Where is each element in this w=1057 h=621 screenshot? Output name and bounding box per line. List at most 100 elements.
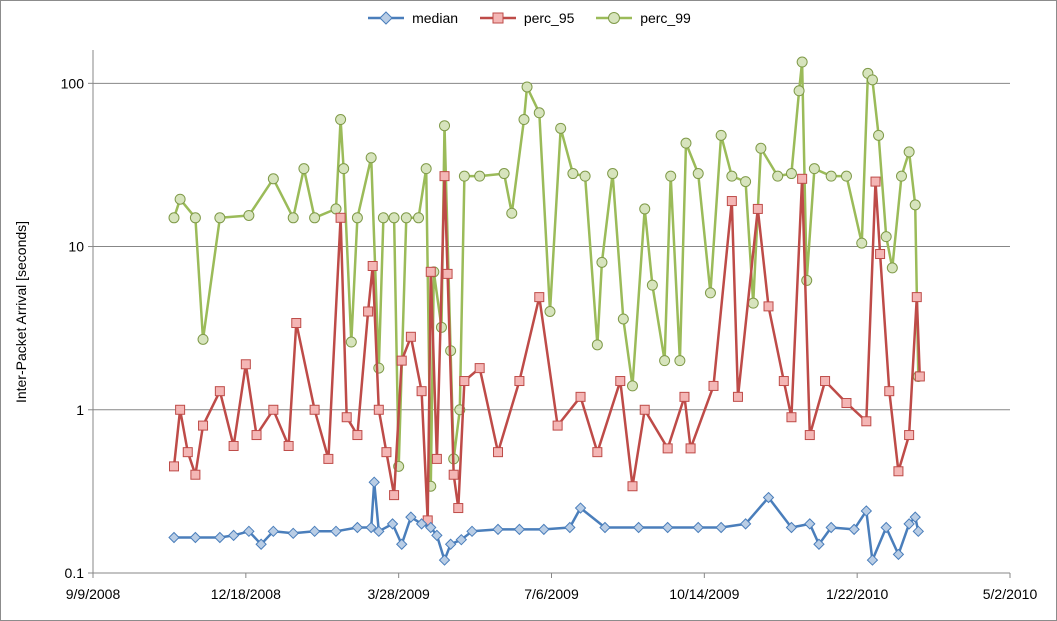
legend-symbol-perc-95: [479, 12, 516, 24]
legend-symbol-median: [368, 11, 405, 25]
data-point-perc-95: [662, 443, 673, 454]
data-point-perc-95: [373, 404, 384, 415]
data-point-perc-99: [665, 170, 677, 182]
y-tick-label: 1: [76, 402, 84, 418]
data-point-median: [715, 521, 727, 534]
data-point-perc-95: [190, 469, 201, 480]
data-point-median: [492, 523, 504, 536]
data-point-median: [287, 527, 299, 540]
data-point-perc-95: [575, 391, 586, 402]
data-point-perc-99: [793, 85, 805, 97]
data-point-perc-95: [752, 203, 763, 214]
data-point-perc-99: [309, 212, 321, 224]
data-point-median: [909, 511, 921, 523]
data-point-median: [762, 491, 775, 504]
data-point-perc-99: [627, 380, 639, 392]
data-point-perc-99: [338, 163, 350, 175]
data-point-median: [330, 525, 342, 538]
data-point-perc-99: [506, 207, 518, 219]
x-tick-label: 3/28/2009: [368, 586, 430, 602]
data-point-perc-95: [442, 268, 453, 279]
data-point-median: [351, 521, 364, 534]
data-point-median: [892, 548, 905, 561]
data-point-perc-95: [786, 412, 797, 423]
data-point-perc-99: [351, 212, 363, 224]
data-point-perc-95: [389, 490, 400, 501]
data-point-perc-95: [861, 416, 872, 427]
data-point-perc-95: [459, 376, 470, 387]
data-point-perc-99: [903, 146, 915, 158]
data-point-perc-99: [840, 170, 852, 182]
data-point-perc-99: [895, 170, 907, 182]
data-point-perc-99: [243, 209, 255, 221]
data-point-median: [599, 521, 611, 534]
data-point-perc-99: [909, 199, 921, 211]
data-point-perc-95: [474, 363, 485, 374]
data-point-median: [168, 531, 180, 544]
legend-item-perc-95: perc_95: [478, 9, 574, 26]
legend: median perc_95 perc_99: [0, 8, 1057, 26]
data-point-perc-99: [377, 212, 389, 224]
data-point-median: [466, 525, 478, 538]
data-point-perc-99: [335, 114, 347, 126]
data-point-perc-99: [591, 339, 603, 351]
data-point-perc-95: [592, 447, 603, 458]
data-point-median: [405, 511, 417, 523]
y-tick-label: 100: [61, 75, 85, 91]
legend-label-perc-95: perc_95: [523, 9, 575, 26]
data-point-perc-95: [911, 292, 922, 303]
legend-item-median: median: [366, 9, 458, 26]
data-point-perc-99: [596, 256, 608, 268]
data-point-perc-99: [197, 333, 209, 345]
data-point-perc-99: [856, 237, 868, 249]
data-point-perc-95: [291, 318, 302, 329]
data-point-perc-95: [514, 376, 525, 387]
series-line-perc-95: [172, 174, 922, 522]
data-point-perc-99: [639, 203, 651, 215]
data-point-perc-99: [808, 163, 820, 175]
data-point-perc-95: [405, 331, 416, 342]
data-point-median: [243, 525, 255, 538]
data-point-perc-95: [627, 481, 638, 492]
data-point-perc-99: [365, 152, 377, 164]
data-point-perc-95: [884, 386, 895, 397]
data-point-median: [912, 525, 925, 538]
data-point-perc-95: [268, 404, 279, 415]
data-point-perc-95: [175, 404, 186, 415]
data-point-perc-95: [335, 212, 346, 223]
data-point-perc-99: [518, 114, 530, 126]
data-point-median: [214, 531, 226, 544]
data-point-perc-95: [448, 469, 459, 480]
data-point-median: [880, 521, 892, 534]
data-point-median: [455, 533, 468, 546]
data-point-perc-95: [797, 173, 808, 184]
data-point-perc-99: [617, 313, 629, 325]
data-point-perc-99: [388, 212, 400, 224]
data-point-perc-95: [198, 420, 209, 431]
data-point-median: [425, 521, 437, 534]
data-point-perc-95: [914, 371, 925, 382]
data-point-perc-95: [425, 266, 436, 277]
x-tick-label: 12/18/2008: [211, 586, 281, 602]
data-point-median: [431, 529, 443, 542]
data-point-median: [903, 518, 915, 530]
data-point-median: [308, 525, 321, 538]
data-point-perc-99: [646, 279, 658, 291]
data-point-median: [227, 529, 240, 542]
data-point-perc-99: [544, 306, 556, 317]
data-point-perc-99: [825, 170, 837, 182]
data-point-perc-99: [400, 212, 412, 224]
data-point-perc-95: [708, 380, 719, 391]
data-point-perc-99: [458, 170, 470, 182]
data-point-perc-99: [168, 212, 180, 224]
data-point-perc-95: [726, 196, 737, 207]
data-point-perc-99: [659, 355, 671, 367]
data-point-perc-95: [309, 404, 320, 415]
data-point-perc-99: [345, 336, 357, 348]
data-point-median: [661, 521, 674, 534]
data-point-perc-99: [726, 170, 738, 182]
data-point-perc-95: [182, 447, 193, 458]
data-point-perc-95: [453, 503, 464, 514]
data-point-median: [866, 554, 879, 566]
data-point-perc-99: [373, 362, 385, 374]
